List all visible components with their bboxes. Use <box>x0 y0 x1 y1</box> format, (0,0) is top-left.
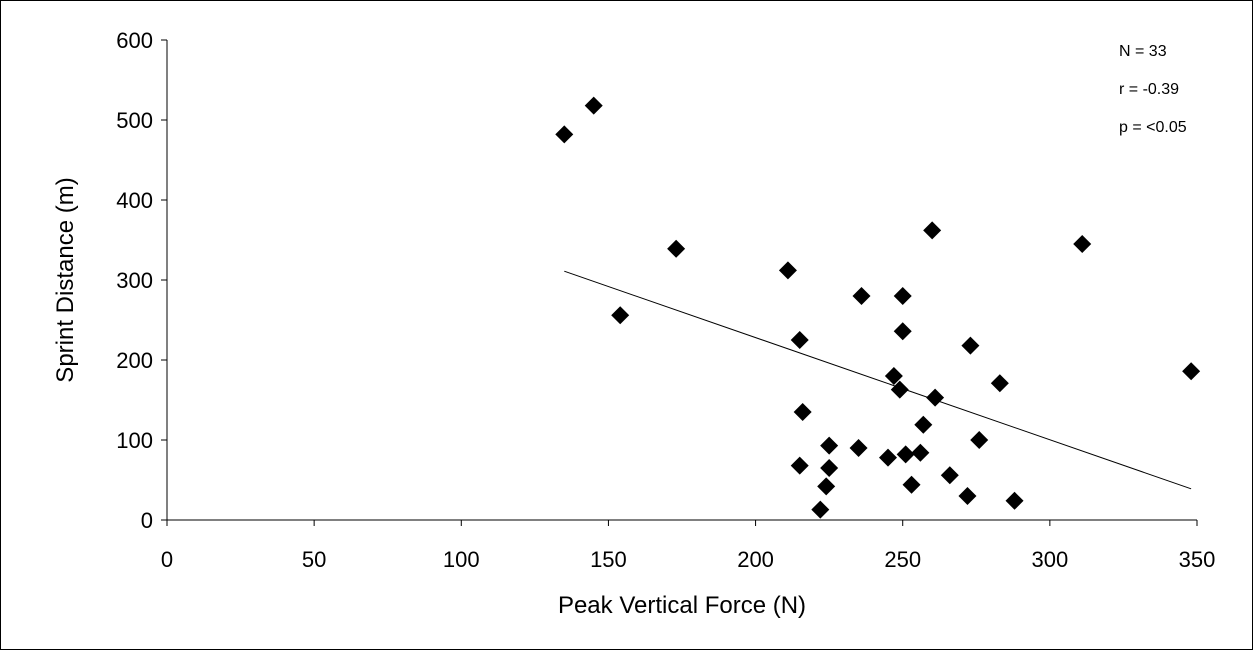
trendline <box>564 270 1192 490</box>
data-point <box>778 261 797 280</box>
data-point <box>926 388 945 407</box>
data-point <box>893 322 912 341</box>
data-point <box>923 221 942 240</box>
data-point <box>611 306 630 325</box>
data-point <box>884 367 903 385</box>
data-points <box>555 96 1201 519</box>
data-point <box>790 456 809 475</box>
data-point <box>849 439 868 457</box>
stat-annotation: N = 33 <box>1119 43 1167 60</box>
x-tick-label: 100 <box>443 547 480 572</box>
data-point <box>911 443 930 462</box>
data-point <box>1073 235 1092 253</box>
data-point <box>893 287 912 305</box>
stats-annotations: N = 33 r = -0.39 p = <0.05 <box>1119 43 1187 136</box>
data-point <box>555 125 574 144</box>
data-point <box>793 403 812 421</box>
data-point <box>890 380 909 399</box>
data-point <box>1005 491 1024 510</box>
data-point <box>958 487 977 505</box>
data-point <box>811 500 830 519</box>
stat-annotation: p = <0.05 <box>1119 119 1187 136</box>
data-point <box>902 475 921 494</box>
data-point <box>1182 362 1201 381</box>
x-tick-label: 0 <box>161 547 173 572</box>
data-point <box>820 436 839 455</box>
data-point <box>970 431 989 449</box>
stat-annotation: r = -0.39 <box>1119 81 1179 98</box>
data-point <box>896 445 915 464</box>
y-tick-label: 200 <box>116 348 153 373</box>
x-ticks: 0 50 100 150 200 250 300 350 <box>161 520 1215 572</box>
x-tick-label: 50 <box>302 547 326 572</box>
y-axis-title: Sprint Distance (m) <box>52 177 79 382</box>
data-point <box>820 459 839 477</box>
y-tick-label: 300 <box>116 268 153 293</box>
x-axis-title: Peak Vertical Force (N) <box>558 592 806 619</box>
data-point <box>584 96 603 115</box>
y-tick-label: 100 <box>116 428 153 453</box>
data-point <box>990 374 1009 393</box>
data-point <box>961 336 980 355</box>
y-tick-label: 400 <box>116 188 153 213</box>
data-point <box>790 331 809 349</box>
data-point <box>667 239 686 258</box>
y-tick-label: 0 <box>141 508 153 533</box>
x-tick-label: 250 <box>884 547 921 572</box>
x-tick-label: 150 <box>590 547 627 572</box>
data-point <box>914 415 933 434</box>
data-point <box>940 466 959 485</box>
y-ticks: 0 100 200 300 400 500 600 <box>116 28 167 533</box>
y-tick-label: 500 <box>116 108 153 133</box>
x-tick-label: 300 <box>1031 547 1068 572</box>
x-tick-label: 350 <box>1179 547 1216 572</box>
y-tick-label: 600 <box>116 28 153 53</box>
data-point <box>879 448 897 467</box>
axes <box>166 40 1197 521</box>
data-point <box>852 287 871 305</box>
data-point <box>817 477 836 496</box>
x-tick-label: 200 <box>737 547 774 572</box>
